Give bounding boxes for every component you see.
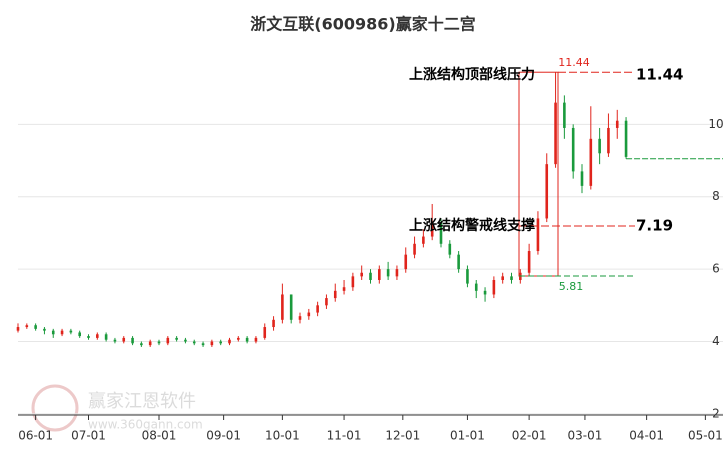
candle-body	[571, 127, 575, 172]
candle-body	[378, 269, 381, 280]
candle-body	[96, 334, 99, 338]
candle-body	[237, 337, 240, 340]
candle-body	[536, 218, 540, 252]
candle-body	[43, 328, 46, 331]
candle-body	[501, 276, 504, 280]
candle-body	[210, 341, 214, 346]
x-tick-label: 11-01	[327, 429, 362, 443]
candle-body	[395, 269, 399, 277]
candle-body	[325, 298, 328, 306]
candle-body	[316, 305, 319, 313]
candle-body	[281, 294, 284, 320]
candle-body	[298, 316, 302, 320]
warning-value: 7.19	[636, 217, 673, 235]
x-tick-label: 01-01	[450, 429, 485, 443]
candle-body	[333, 290, 337, 299]
candle-body	[492, 279, 496, 295]
candle-body	[580, 171, 584, 186]
candle-body	[430, 222, 434, 237]
candle-body	[219, 341, 222, 344]
candle-body	[422, 236, 425, 244]
candle-body	[254, 337, 258, 342]
candle-body	[598, 138, 601, 154]
candle-body	[25, 325, 29, 328]
y-tick-label: 2	[712, 406, 720, 420]
x-tick-label: 08-01	[142, 429, 177, 443]
x-tick-label: 02-01	[512, 429, 547, 443]
candle-body	[228, 339, 231, 344]
y-tick-label: 10	[708, 117, 723, 131]
y-tick-label: 6	[712, 262, 720, 276]
candle-body	[16, 327, 20, 331]
candle-body	[245, 337, 249, 342]
candle-body	[510, 276, 513, 280]
bottom-value: 5.81	[559, 280, 584, 293]
x-tick-label: 09-01	[206, 429, 241, 443]
candle-body	[607, 127, 610, 154]
chart-title: 浙文互联(600986)赢家十二宫	[250, 15, 475, 34]
candle-body	[131, 337, 134, 344]
candle-body	[307, 312, 311, 317]
top-value-small: 11.44	[558, 56, 590, 69]
candle-body	[545, 164, 549, 219]
candle-body	[369, 272, 372, 280]
candle-body	[166, 337, 170, 344]
candle-body	[34, 325, 37, 329]
x-tick-label: 10-01	[265, 429, 300, 443]
candle-body	[351, 276, 355, 288]
candle-body	[289, 294, 293, 320]
candle-body	[104, 334, 108, 340]
x-tick-label: 05-01	[688, 429, 723, 443]
watermark-logo	[31, 384, 79, 432]
candle-body	[563, 102, 566, 128]
candle-body	[474, 283, 478, 291]
candle-body	[184, 339, 187, 342]
x-tick-label: 03-01	[568, 429, 603, 443]
candle-body	[113, 339, 117, 342]
candle-body	[554, 102, 557, 165]
candle-body	[527, 251, 531, 273]
candle-body	[360, 272, 363, 277]
watermark-url: www.360gann.com	[88, 418, 203, 432]
x-tick-label: 04-01	[629, 429, 664, 443]
candle-body	[413, 243, 416, 255]
candle-body	[624, 120, 628, 157]
x-tick-label: 12-01	[385, 429, 420, 443]
candle-body	[386, 269, 390, 277]
candle-body	[272, 319, 275, 328]
x-tick-label: 06-01	[18, 429, 53, 443]
y-tick-label: 4	[712, 334, 720, 348]
warning-label: 上涨结构警戒线支撑	[409, 217, 535, 234]
candle-body	[140, 343, 143, 346]
watermark: 赢家江恩软件 www.360gann.com	[31, 384, 203, 432]
candle-body	[157, 341, 161, 344]
candle-body	[439, 222, 443, 244]
x-tick-label: 07-01	[71, 429, 106, 443]
candle-body	[51, 330, 55, 335]
top-label: 上涨结构顶部线压力	[409, 66, 535, 83]
watermark-name: 赢家江恩软件	[88, 390, 196, 412]
candle-body	[589, 138, 593, 186]
candle-body	[87, 336, 90, 338]
candle-body	[466, 269, 469, 284]
candle-body	[404, 254, 408, 270]
candle-body	[175, 337, 178, 340]
candle-body	[122, 337, 126, 342]
candle-body	[78, 332, 81, 337]
candle-body	[483, 290, 487, 295]
top-value: 11.44	[636, 66, 683, 84]
candle-body	[69, 330, 73, 333]
candle-body	[342, 287, 346, 291]
candle-body	[201, 343, 205, 346]
candle-body	[192, 341, 196, 344]
candle-body	[615, 120, 619, 128]
candle-body	[457, 254, 460, 270]
y-tick-label: 8	[712, 189, 720, 203]
candle-body	[148, 341, 152, 346]
candle-body	[448, 243, 452, 255]
candle-body	[263, 327, 267, 338]
candle-body	[60, 330, 64, 335]
